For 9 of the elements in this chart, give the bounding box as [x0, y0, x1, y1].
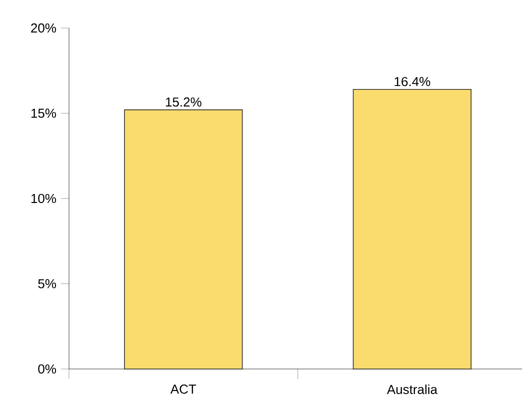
x-tick-label: ACT — [170, 384, 196, 394]
y-tick-label: 5% — [38, 279, 56, 288]
y-tick-label: 15% — [31, 108, 56, 118]
data-label: 16.4% — [394, 76, 430, 86]
y-tick-label: 20% — [31, 23, 56, 33]
y-tick-label: 0% — [38, 364, 56, 374]
data-label: 15.2% — [166, 97, 202, 107]
y-tick-label: 10% — [31, 194, 56, 204]
x-tick-label: Australia — [386, 384, 438, 394]
